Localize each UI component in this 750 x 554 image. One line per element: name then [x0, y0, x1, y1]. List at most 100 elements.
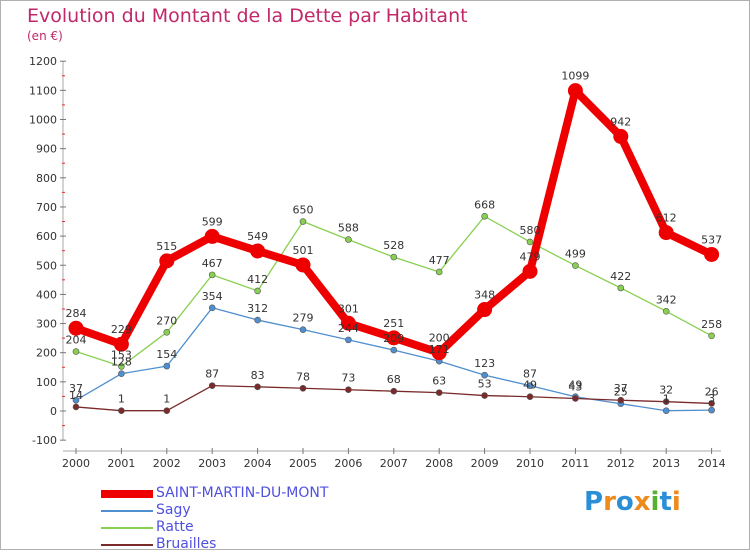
y-tick-label: 800 [36, 172, 57, 185]
legend-label: SAINT-MARTIN-DU-MONT [156, 485, 329, 501]
data-label-ratte: 528 [383, 239, 404, 252]
data-point-saint-martin-du-mont [704, 246, 720, 262]
data-point-ratte [163, 328, 171, 336]
data-point-bruailles [72, 403, 80, 411]
y-tick-label: 100 [36, 376, 57, 389]
logo-letter: x [633, 487, 651, 517]
legend-swatch [101, 510, 153, 512]
data-label-ratte: 477 [429, 254, 450, 267]
data-point-saint-martin-du-mont [68, 320, 84, 336]
data-label-saint-martin-du-mont: 301 [338, 302, 359, 315]
data-label-bruailles: 53 [478, 378, 492, 391]
data-label-sagy: 37 [69, 382, 83, 395]
data-point-ratte [526, 238, 534, 246]
x-tick-label: 2005 [289, 457, 317, 470]
data-point-saint-martin-du-mont [567, 83, 583, 99]
data-label-saint-martin-du-mont: 284 [66, 307, 87, 320]
y-tick-label: 700 [36, 201, 57, 214]
y-tick-label: 300 [36, 318, 57, 331]
logo-letter: i [650, 487, 660, 517]
data-point-bruailles [662, 398, 670, 405]
data-point-saint-martin-du-mont [295, 257, 311, 273]
data-point-bruailles [390, 387, 398, 395]
data-label-bruailles: 83 [251, 369, 265, 382]
data-label-bruailles: 68 [387, 373, 401, 386]
data-label-ratte: 499 [565, 248, 586, 261]
data-label-saint-martin-du-mont: 501 [293, 244, 314, 257]
x-tick-label: 2004 [244, 457, 272, 470]
x-tick-label: 2009 [471, 457, 499, 470]
data-point-saint-martin-du-mont [159, 253, 175, 269]
x-tick-label: 2006 [334, 457, 362, 470]
chart-title: Evolution du Montant de la Dette par Hab… [27, 5, 468, 27]
data-label-ratte: 258 [701, 318, 722, 331]
y-tick-label: 0 [50, 405, 57, 418]
data-point-saint-martin-du-mont [250, 243, 266, 259]
x-tick-label: 2002 [153, 457, 181, 470]
data-point-sagy [254, 316, 261, 324]
data-label-ratte: 580 [520, 224, 541, 237]
legend-label: Sagy [156, 502, 191, 518]
data-label-sagy: 123 [474, 357, 495, 370]
data-label-bruailles: 73 [341, 372, 355, 385]
data-label-ratte: 412 [247, 273, 268, 286]
data-point-saint-martin-du-mont [658, 225, 674, 241]
data-label-ratte: 270 [156, 314, 177, 327]
y-tick-label: 1100 [29, 84, 57, 97]
data-point-bruailles [118, 407, 125, 415]
data-point-bruailles [481, 392, 488, 399]
y-tick-label: -100 [32, 434, 57, 447]
data-label-ratte: 204 [66, 334, 87, 347]
legend-swatch [101, 527, 153, 529]
data-point-sagy [662, 407, 670, 415]
x-tick-label: 2003 [198, 457, 226, 470]
data-label-sagy: 244 [338, 322, 359, 335]
data-label-bruailles: 63 [432, 375, 446, 388]
data-label-ratte: 153 [111, 348, 132, 361]
logo-letter: t [659, 487, 672, 517]
data-label-ratte: 588 [338, 222, 359, 235]
data-label-bruailles: 78 [296, 370, 310, 383]
logo-letter: r [603, 487, 616, 517]
data-label-saint-martin-du-mont: 599 [202, 215, 223, 228]
data-point-saint-martin-du-mont [431, 345, 447, 361]
data-label-bruailles: 43 [568, 380, 582, 393]
x-tick-label: 2007 [380, 457, 408, 470]
x-tick-label: 2014 [698, 457, 726, 470]
data-label-sagy: 25 [614, 386, 628, 399]
data-point-ratte [345, 236, 352, 243]
data-point-sagy [208, 304, 216, 312]
data-point-bruailles [572, 395, 579, 402]
data-point-bruailles [526, 393, 534, 401]
data-point-ratte [208, 271, 216, 279]
data-label-saint-martin-du-mont: 612 [656, 212, 677, 225]
legend-label: Bruailles [156, 536, 217, 552]
data-point-sagy [526, 382, 534, 389]
data-point-bruailles [617, 396, 625, 404]
data-label-ratte: 668 [474, 198, 495, 211]
data-label-saint-martin-du-mont: 942 [610, 115, 631, 128]
data-point-ratte [435, 268, 443, 276]
data-point-saint-martin-du-mont [613, 128, 629, 144]
data-point-bruailles [163, 407, 171, 415]
data-point-sagy [345, 336, 352, 344]
data-label-bruailles: 32 [659, 384, 673, 397]
data-point-ratte [662, 308, 670, 315]
data-label-bruailles: 14 [69, 389, 83, 402]
x-tick-label: 2011 [561, 457, 589, 470]
data-label-sagy: 3 [708, 392, 715, 405]
data-label-ratte: 650 [293, 204, 314, 217]
legend-label: Ratte [156, 519, 194, 535]
logo-letter: P [584, 487, 604, 517]
y-tick-label: 1000 [29, 114, 57, 127]
data-label-sagy: 154 [156, 348, 177, 361]
x-tick-label: 2010 [516, 457, 544, 470]
data-point-bruailles [435, 389, 443, 396]
data-label-bruailles: 1 [118, 393, 125, 406]
data-point-sagy [481, 371, 488, 379]
y-tick-label: 400 [36, 288, 57, 301]
data-label-saint-martin-du-mont: 549 [247, 230, 268, 243]
data-point-ratte [72, 348, 80, 355]
data-point-sagy [72, 396, 80, 404]
logo-letter: i [671, 487, 681, 517]
